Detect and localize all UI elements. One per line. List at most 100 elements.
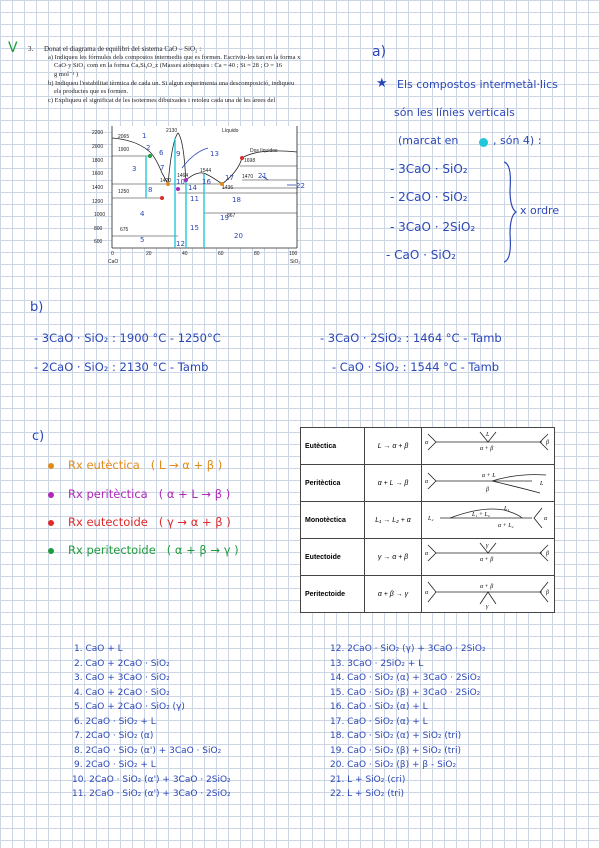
region-number: 8	[148, 186, 152, 194]
x-tick: 0	[111, 251, 114, 257]
region-number: 17	[225, 174, 234, 182]
y-tick: 1000	[94, 212, 105, 218]
phase-item: 8. 2CaO · SiO₂ (α') + 3CaO · SiO₂	[74, 746, 222, 756]
region-number: 13	[210, 150, 219, 158]
bullet-icon	[48, 462, 54, 469]
reaction-name: Eutectoide	[300, 538, 365, 576]
phase-item: 18. CaO · SiO₂ (α) + SiO₂ (tri)	[330, 731, 462, 741]
y-tick: 600	[94, 239, 103, 245]
region-number: 7	[160, 164, 164, 172]
x-tick: 80	[254, 251, 260, 257]
temp-label: 2130	[166, 128, 177, 134]
temp-label: 675	[120, 227, 129, 233]
temp-label: 1420	[160, 178, 171, 184]
phase-item: 5. CaO + 2CaO · SiO₂ (γ)	[74, 702, 185, 712]
table-row: Eutèctica L → α + β α β L α + β	[300, 427, 555, 465]
phase-item: 15. CaO · SiO₂ (β) + 3CaO · 2SiO₂	[330, 688, 481, 698]
reaction-sketch: α β L α + β	[421, 427, 555, 465]
problem-line: c) Expliqueu el significat de les isoter…	[48, 97, 276, 104]
order-note: x ordre	[520, 204, 560, 217]
table-row: Eutectoide γ → α + β α β γ α + β	[300, 538, 555, 576]
region-number: 20	[234, 232, 243, 240]
table-row: Peritèctica α + L → β α L α + L β	[300, 464, 555, 502]
region-number: 1	[142, 132, 146, 140]
region-number: 14	[188, 184, 197, 192]
svg-text:α: α	[425, 551, 429, 557]
svg-text:α + L₂: α + L₂	[498, 523, 514, 529]
svg-text:α: α	[425, 590, 429, 596]
svg-text:β: β	[485, 487, 489, 493]
reaction-equation: γ → α + β	[364, 538, 422, 576]
cyan-dot-marker	[479, 138, 488, 147]
bullet-icon	[48, 519, 54, 526]
phase-item: 10. 2CaO · SiO₂ (α') + 3CaO · 2SiO₂	[72, 775, 231, 785]
svg-text:α + β: α + β	[480, 446, 493, 452]
region-number: 21	[258, 172, 267, 180]
phase-item: 20. CaO · SiO₂ (β) + β - SiO₂	[330, 760, 457, 770]
check-mark: V	[8, 40, 18, 56]
stability-row: - 3CaO · SiO₂ : 1900 °C - 1250°C	[34, 331, 221, 345]
problem-number: 3.	[28, 45, 34, 53]
svg-text:α: α	[425, 440, 429, 446]
region-number: 19	[220, 214, 229, 222]
reaction-name: Monotèctica	[300, 501, 365, 539]
y-tick: 1600	[92, 171, 103, 177]
reaction-sketch: α β γ α + β	[421, 538, 555, 576]
compound-item: - 3CaO · 2SiO₂	[390, 220, 476, 234]
reaction-type-table: Eutèctica L → α + β α β L α + β Peritèct…	[300, 427, 555, 613]
part-a-text: , són 4) :	[493, 134, 542, 147]
brace	[503, 161, 518, 263]
phase-item: 22. L + SiO₂ (tri)	[330, 789, 404, 799]
phase-item: 9. 2CaO · SiO₂ + L	[74, 760, 156, 770]
reaction-eutectic: Rx eutèctica ( L → α + β )	[48, 458, 222, 472]
x-axis-right-label: SiO₂	[290, 259, 300, 265]
svg-text:L: L	[539, 481, 544, 487]
temp-label: 1698	[244, 158, 255, 164]
problem-line: els productes que es formen.	[54, 88, 129, 95]
part-c-label: c)	[32, 429, 45, 444]
compound-item: - 3CaO · SiO₂	[390, 162, 468, 176]
table-row: Monotèctica L₁ → L₂ + α L₂ L₁ L₁ + L₂ α …	[300, 501, 555, 539]
svg-text:β: β	[545, 590, 549, 596]
phase-item: 19. CaO · SiO₂ (β) + SiO₂ (tri)	[330, 746, 461, 756]
region-number: 2	[146, 144, 150, 152]
reaction-eutectoid: Rx eutectoide ( γ → α + β )	[48, 515, 231, 529]
reaction-name: Peritèctica	[300, 464, 365, 502]
svg-text:α + β: α + β	[480, 584, 493, 590]
reaction-sketch: α β α + β γ	[421, 575, 555, 613]
phase-item: 2. CaO + 2CaO · SiO₂	[74, 659, 170, 669]
phase-item: 6. 2CaO · SiO₂ + L	[74, 717, 156, 727]
stability-row: - 3CaO · 2SiO₂ : 1464 °C - Tamb	[320, 331, 502, 345]
temp-label: 867	[227, 213, 236, 219]
part-a-text: són les línies verticals	[394, 106, 515, 119]
temp-label: 1250	[118, 189, 129, 195]
svg-text:γ: γ	[486, 543, 489, 549]
reaction-sketch: L₂ L₁ L₁ + L₂ α + L₂ α	[421, 501, 555, 539]
two-liquids-label: Dos líquidos	[250, 148, 278, 154]
part-a-label: a)	[372, 44, 387, 60]
x-axis-left-label: CaO	[108, 259, 118, 265]
y-tick: 2200	[92, 130, 103, 136]
phase-item: 13. 3CaO · 2SiO₂ + L	[330, 659, 424, 669]
table-row: Peritectoide α + β → γ α β α + β γ	[300, 575, 555, 613]
svg-text:α: α	[544, 516, 548, 522]
part-b-label: b)	[30, 300, 44, 315]
temp-label: 2065	[118, 134, 129, 140]
svg-text:α + L: α + L	[482, 473, 496, 479]
svg-text:L₁ + L₂: L₁ + L₂	[471, 512, 490, 518]
region-number: 9	[176, 150, 180, 158]
y-tick: 2000	[92, 144, 103, 150]
region-number: 18	[232, 196, 241, 204]
region-number: 4	[140, 210, 145, 218]
temp-label: 1470	[242, 174, 253, 180]
svg-text:L₂: L₂	[427, 516, 433, 522]
problem-line: Donat el diagrama de equilibri del siste…	[44, 45, 202, 53]
region-number: 3	[132, 165, 136, 173]
svg-text:β: β	[545, 551, 549, 557]
svg-text:α: α	[425, 479, 429, 485]
reaction-name: Peritectoide	[300, 575, 365, 613]
region-number: 15	[190, 224, 199, 232]
svg-text:β: β	[545, 440, 549, 446]
y-tick: 1200	[92, 199, 103, 205]
reaction-equation: α + L → β	[364, 464, 422, 502]
